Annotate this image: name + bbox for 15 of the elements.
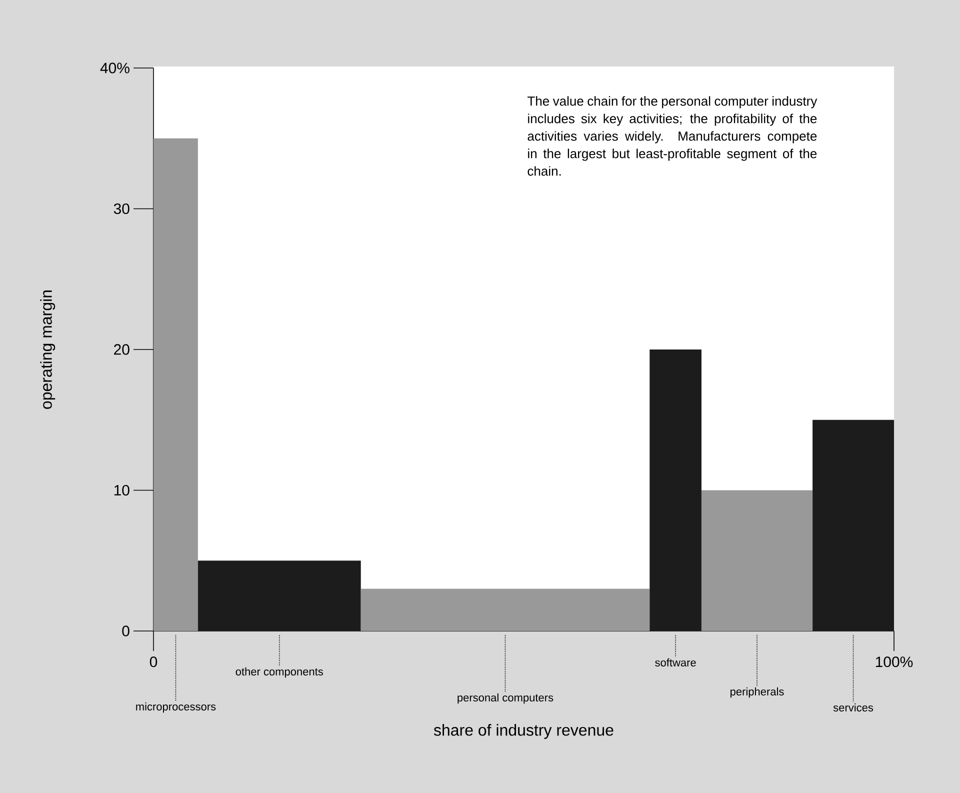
- y-tick-label: 40%: [100, 62, 130, 74]
- annotation: peripherals: [730, 687, 784, 698]
- y-axis-title: operating margin: [40, 290, 56, 409]
- x-axis-title: share of industry revenue: [434, 724, 614, 739]
- y-tick-label: 20: [114, 344, 130, 355]
- y-tick-label: 10: [114, 484, 130, 496]
- x-tick-label: 100%: [876, 656, 913, 668]
- annotation: The value chain for the personal computer industry includes six key activities; the profitability of the activities varies widely. Manufacturers compete in the largest but least-profitable segment of the chain.: [528, 96, 818, 176]
- y-tick-label: 0: [122, 626, 130, 636]
- annotation: services: [833, 703, 874, 712]
- annotation: microprocessors: [136, 702, 216, 713]
- annotation: other components: [236, 667, 323, 678]
- annotation: software: [655, 658, 696, 666]
- y-tick-label: 30: [114, 203, 130, 214]
- annotation: personal computers: [458, 693, 554, 704]
